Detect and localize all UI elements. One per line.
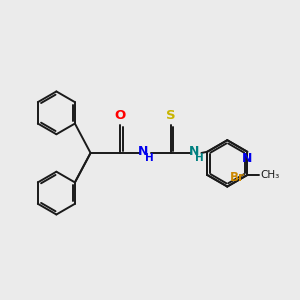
Text: N: N: [189, 145, 199, 158]
Text: N: N: [138, 145, 148, 158]
Text: S: S: [166, 109, 175, 122]
Text: H: H: [145, 153, 154, 163]
Text: Br: Br: [230, 171, 245, 184]
Text: N: N: [242, 152, 253, 165]
Text: H: H: [195, 153, 204, 163]
Text: O: O: [115, 109, 126, 122]
Text: CH₃: CH₃: [260, 170, 279, 180]
